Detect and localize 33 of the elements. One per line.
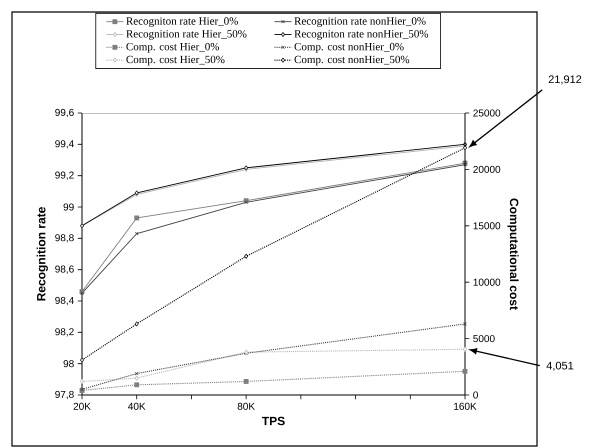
- text: 21,912: [548, 75, 582, 84]
- y-tick-label: 99,4: [55, 140, 74, 148]
- y2-tick-label: 25000: [473, 109, 500, 117]
- y2-axis-title: Computational cost: [507, 198, 519, 310]
- x-tick-label: 80K: [238, 402, 255, 410]
- y2-tick-label: 10000: [474, 278, 500, 286]
- y-tick-label: 97,8: [55, 390, 74, 400]
- y-axis-title: Recognition rate: [36, 207, 48, 301]
- x-tick-label: 40K: [128, 402, 146, 410]
- legend-label: Comp. cost nonHier_50%: [294, 56, 410, 66]
- legend-label: Recognition rate Hier_50%: [126, 30, 247, 40]
- x-tick-label: 160K: [454, 402, 477, 410]
- y2-tick-label: 0: [473, 391, 478, 399]
- y-tick-label: 99,6: [55, 108, 74, 118]
- legend-label: Comp. cost nonHier_0%: [294, 42, 404, 53]
- text: 4,051: [546, 362, 574, 371]
- y2-tick-label: 20000: [473, 166, 500, 173]
- y-tick-label: 98,2: [55, 328, 74, 336]
- legend-label: Comp. cost Hier_0%: [126, 42, 220, 53]
- legend-label: Recogniton rate Hier_0%: [126, 17, 238, 27]
- y-tick-label: 98,8: [55, 234, 74, 242]
- y-tick-label: 98: [64, 360, 74, 368]
- y-tick-label: 99: [64, 203, 74, 211]
- x-axis-title: TPS: [262, 416, 285, 426]
- y2-tick-label: 15000: [474, 222, 500, 230]
- legend-label: Recognition rate nonHier_0%: [294, 17, 426, 27]
- y2-tick-label: 5000: [473, 335, 495, 342]
- legend-label: Comp. cost Hier_50%: [126, 56, 225, 66]
- y-tick-label: 99,2: [55, 172, 74, 180]
- y-tick-label: 98,6: [55, 266, 74, 274]
- y-tick-label: 98,4: [55, 296, 74, 306]
- legend-label: Recogniton rate nonHier_50%: [294, 30, 428, 40]
- x-tick-label: 20K: [74, 402, 91, 410]
